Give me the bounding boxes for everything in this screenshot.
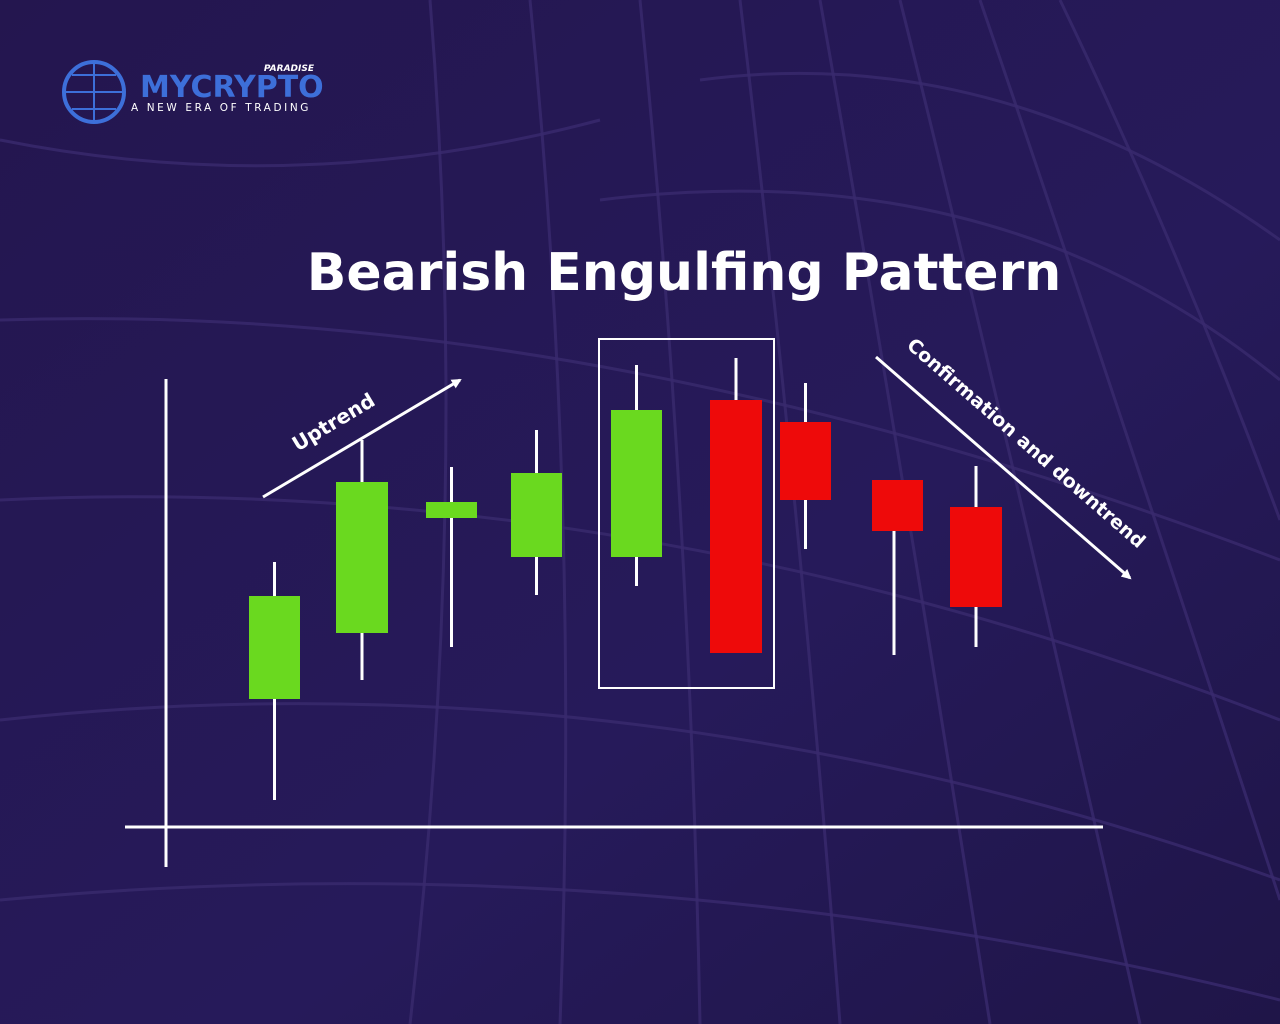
logo: MYCRYPTO PARADISE A NEW ERA OF TRADING: [62, 60, 324, 124]
logo-sub-brand: PARADISE: [264, 64, 315, 74]
logo-brand: MYCRYPTO: [140, 70, 324, 105]
candles: [249, 358, 1002, 800]
pattern-highlight-box: [598, 338, 775, 689]
axes: [125, 379, 1103, 867]
logo-tagline: A NEW ERA OF TRADING: [131, 102, 311, 114]
downtrend-arrow: [875, 355, 1132, 580]
uptrend-arrow: [262, 378, 462, 499]
title: Bearish Engulfing Pattern: [307, 243, 1061, 303]
